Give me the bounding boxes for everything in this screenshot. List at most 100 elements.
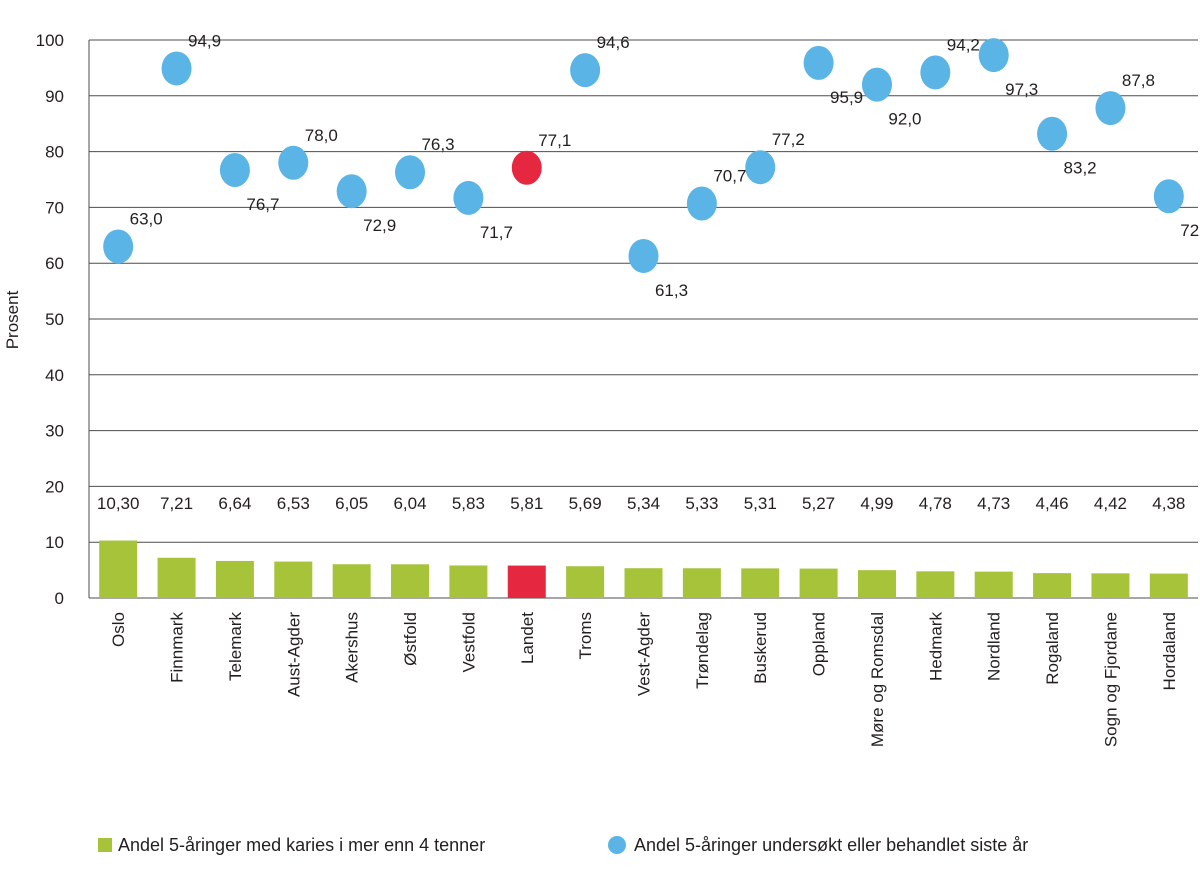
- y-tick-label: 100: [36, 31, 64, 50]
- category-label: Akershus: [343, 612, 362, 683]
- y-tick-label: 40: [45, 366, 64, 385]
- y-tick-label: 50: [45, 310, 64, 329]
- bar: [741, 568, 780, 598]
- dot-value-label: 94,2: [947, 35, 980, 54]
- bar-value-label: 6,53: [277, 494, 310, 513]
- y-tick-label: 20: [45, 477, 64, 496]
- category-label: Buskerud: [751, 612, 770, 684]
- dot-value-label: 97,3: [1005, 80, 1038, 99]
- category-label: Nordland: [985, 612, 1004, 681]
- legend-bar-label: Andel 5-åringer med karies i mer enn 4 t…: [118, 834, 486, 855]
- dot-marker: [103, 229, 134, 264]
- dot-value-label: 76,7: [246, 195, 279, 214]
- category-label: Vestfold: [459, 612, 478, 673]
- y-tick-label: 90: [45, 87, 64, 106]
- dot-marker: [219, 153, 250, 188]
- bar: [274, 561, 313, 598]
- dot-value-label: 72,9: [363, 216, 396, 235]
- dot-marker: [570, 53, 601, 88]
- category-label: Oslo: [109, 612, 128, 647]
- bar: [682, 568, 721, 598]
- dot-value-label: 87,8: [1122, 71, 1155, 90]
- bar-value-label: 7,21: [160, 494, 193, 513]
- bar: [857, 570, 896, 598]
- bar: [215, 560, 254, 598]
- bar: [332, 564, 371, 598]
- legend-dot-label: Andel 5-åringer undersøkt eller behandle…: [634, 834, 1029, 855]
- category-label: Finnmark: [168, 612, 187, 683]
- dot-value-label: 71,7: [480, 223, 513, 242]
- bar-value-label: 5,33: [685, 494, 718, 513]
- category-label: Telemark: [226, 612, 245, 681]
- dot-marker: [511, 150, 542, 185]
- bar: [157, 557, 196, 598]
- bar: [99, 540, 138, 598]
- y-tick-label: 70: [45, 198, 64, 217]
- legend-dot-swatch: [608, 836, 626, 854]
- dot-marker: [1037, 116, 1068, 151]
- dot-value-label: 95,9: [830, 88, 863, 107]
- dot-marker: [278, 145, 309, 180]
- category-label: Hordaland: [1160, 612, 1179, 690]
- legend-bar-swatch: [98, 838, 112, 852]
- dot-marker: [803, 45, 834, 80]
- y-tick-label: 30: [45, 422, 64, 441]
- bar-value-label: 5,27: [802, 494, 835, 513]
- bar-value-label: 4,38: [1152, 494, 1185, 513]
- bar-value-label: 4,73: [977, 494, 1010, 513]
- dot-value-label: 94,9: [188, 31, 221, 50]
- bar: [1033, 573, 1072, 598]
- bar-value-label: 4,46: [1036, 494, 1069, 513]
- category-label: Møre og Romsdal: [868, 612, 887, 747]
- bar-value-label: 4,42: [1094, 494, 1127, 513]
- dot-marker: [745, 150, 776, 185]
- y-tick-label: 80: [45, 143, 64, 162]
- bar: [974, 571, 1013, 598]
- y-tick-label: 0: [55, 589, 64, 608]
- category-label: Sogn og Fjordane: [1101, 612, 1120, 747]
- category-label: Rogaland: [1043, 612, 1062, 685]
- category-label: Oppland: [810, 612, 829, 676]
- dot-marker: [1095, 91, 1126, 126]
- bar-value-label: 5,83: [452, 494, 485, 513]
- category-label: Hedmark: [926, 612, 945, 681]
- bar: [449, 565, 488, 598]
- bar-value-label: 5,31: [744, 494, 777, 513]
- dot-value-label: 76,3: [421, 135, 454, 154]
- bar: [624, 568, 663, 598]
- bar-value-label: 5,34: [627, 494, 660, 513]
- y-tick-label: 60: [45, 254, 64, 273]
- dot-value-label: 72,0: [1180, 221, 1200, 240]
- bar-value-label: 5,81: [510, 494, 543, 513]
- category-label: Landet: [518, 612, 537, 664]
- y-tick-label: 10: [45, 533, 64, 552]
- category-label: Vest-Agder: [635, 612, 654, 696]
- dot-value-label: 94,6: [597, 33, 630, 52]
- category-label: Aust-Agder: [284, 612, 303, 697]
- dot-value-label: 77,2: [772, 130, 805, 149]
- category-label: Østfold: [401, 612, 420, 666]
- bar-value-label: 4,99: [860, 494, 893, 513]
- dot-marker: [920, 55, 951, 90]
- bar: [916, 571, 955, 598]
- dot-marker: [1153, 179, 1184, 214]
- dot-marker: [161, 51, 192, 86]
- bar-value-label: 10,30: [97, 494, 140, 513]
- y-axis-title: Prosent: [3, 290, 22, 349]
- bar: [391, 564, 430, 598]
- category-label: Trøndelag: [693, 612, 712, 689]
- bar: [1091, 573, 1130, 598]
- bar: [566, 566, 605, 598]
- dot-marker: [453, 180, 484, 215]
- bar-value-label: 5,69: [569, 494, 602, 513]
- dot-value-label: 83,2: [1064, 159, 1097, 178]
- dot-marker: [978, 38, 1009, 73]
- dot-value-label: 92,0: [888, 110, 921, 129]
- legend-item-dots: Andel 5-åringer undersøkt eller behandle…: [608, 830, 1028, 860]
- dot-marker: [336, 174, 367, 209]
- bar-value-label: 4,78: [919, 494, 952, 513]
- bar: [507, 565, 546, 598]
- dot-value-label: 63,0: [130, 209, 163, 228]
- legend-item-bars: Andel 5-åringer med karies i mer enn 4 t…: [98, 830, 485, 860]
